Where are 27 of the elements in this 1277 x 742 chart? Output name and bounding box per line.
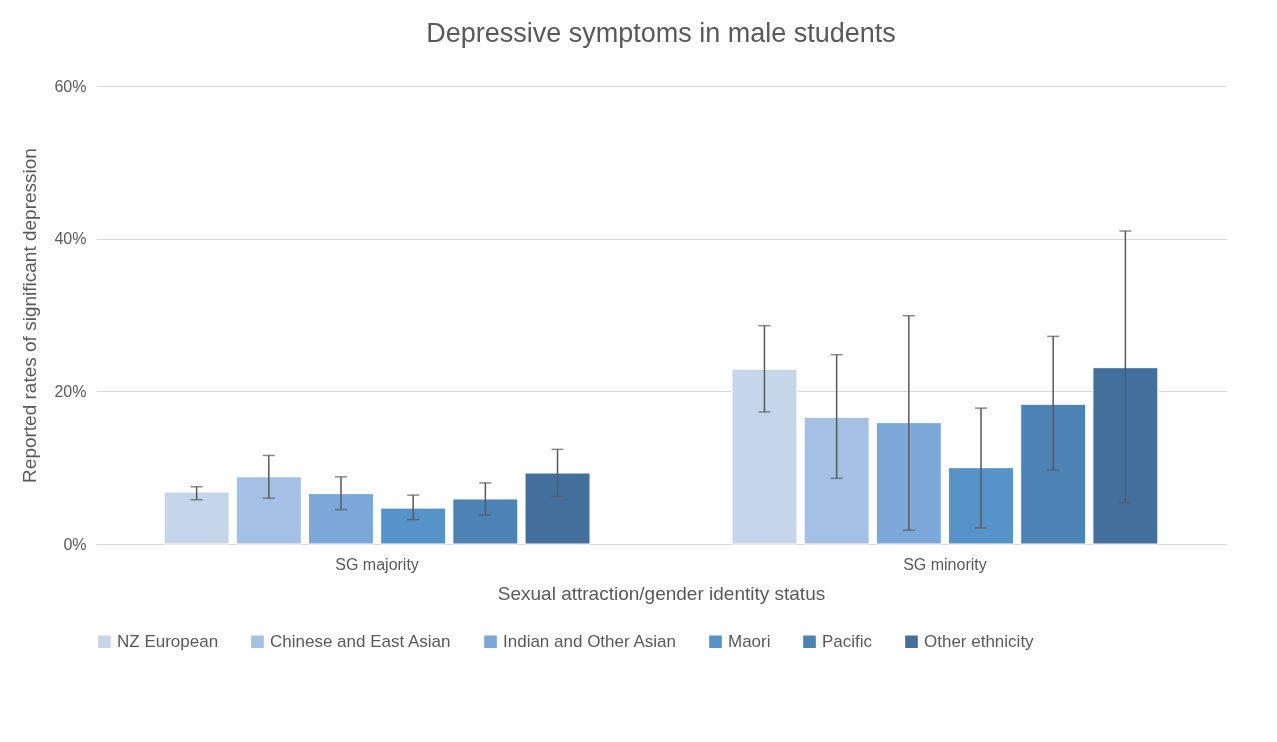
x-tick-label: SG majority — [335, 555, 419, 573]
legend-label: Indian and Other Asian — [503, 631, 676, 651]
x-tick-label: SG minority — [903, 555, 987, 573]
y-tick-label: 40% — [54, 230, 87, 248]
legend-label: Other ethnicity — [924, 631, 1035, 651]
legend-label: NZ European — [117, 631, 219, 651]
bar — [1020, 403, 1087, 545]
chart-title: Depressive symptoms in male students — [426, 18, 896, 48]
y-axis-title: Reported rates of significant depression — [19, 148, 41, 483]
bar — [1092, 367, 1159, 545]
bar — [452, 498, 519, 545]
bar — [731, 368, 798, 545]
bar — [380, 507, 447, 545]
legend-label: Maori — [728, 631, 771, 651]
legend-label: Pacific — [822, 631, 873, 651]
bar — [524, 472, 591, 545]
legend-label: Chinese and East Asian — [270, 631, 451, 651]
bar — [948, 467, 1014, 545]
bar — [308, 493, 374, 545]
bar — [235, 476, 302, 545]
y-tick-label: 0% — [63, 535, 87, 553]
y-tick-label: 20% — [54, 382, 87, 400]
x-axis-title: Sexual attraction/gender identity status — [497, 582, 826, 604]
y-tick-label: 60% — [54, 77, 87, 95]
bar — [163, 491, 230, 545]
bar — [803, 416, 870, 545]
bar — [875, 422, 942, 545]
